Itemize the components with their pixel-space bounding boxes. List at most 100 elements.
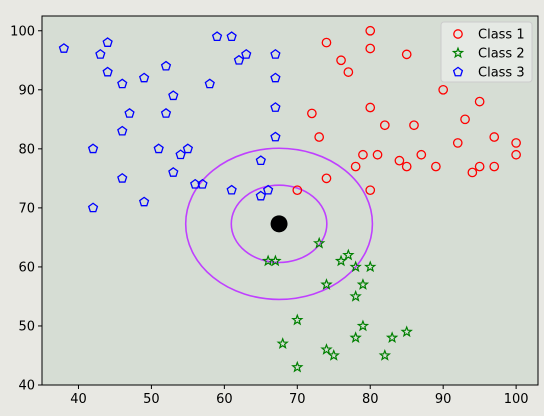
data-point [336, 55, 346, 66]
series-class-1 [292, 25, 521, 196]
data-point [270, 72, 281, 83]
data-point [168, 167, 179, 177]
data-point [211, 31, 223, 42]
data-point [197, 178, 208, 189]
data-point [379, 120, 390, 131]
data-point [314, 132, 325, 142]
legend-marker-1 [453, 29, 463, 39]
data-point [255, 190, 266, 201]
data-point [117, 125, 128, 136]
data-point [160, 108, 172, 118]
data-point [350, 161, 361, 172]
data-point [460, 114, 470, 125]
data-point [117, 172, 128, 183]
x-tick-label: 60 [216, 392, 233, 407]
data-point [95, 48, 106, 59]
data-point [489, 132, 500, 142]
data-point [365, 102, 376, 113]
data-point [365, 25, 376, 36]
data-point [327, 348, 340, 361]
data-point [474, 161, 485, 172]
data-point [226, 184, 237, 195]
data-point [87, 202, 99, 213]
data-point [153, 143, 164, 154]
plot-frame [41, 15, 539, 386]
data-point [168, 90, 179, 101]
y-axis-ticks: 40 50 60 70 80 90 100 [10, 24, 42, 394]
legend-marker-2 [451, 46, 465, 59]
data-point [372, 149, 383, 160]
legend: Class 1 Class 2 Class 3 [440, 21, 533, 83]
data-point [233, 54, 245, 65]
data-point [138, 196, 150, 207]
data-point [292, 185, 303, 196]
data-point [175, 149, 186, 160]
data-point [182, 143, 194, 154]
data-point [385, 331, 399, 344]
data-point [58, 43, 70, 53]
radius-circle-2 [184, 147, 374, 301]
data-point [321, 173, 332, 184]
data-point [378, 348, 392, 361]
data-point [204, 78, 215, 89]
legend-label-3: Class 3 [478, 66, 525, 81]
data-point [400, 325, 413, 338]
data-point [226, 31, 237, 42]
data-point [291, 313, 304, 326]
data-point [467, 167, 478, 178]
data-point [255, 155, 266, 166]
x-tick-label: 50 [143, 392, 160, 407]
data-point [262, 184, 274, 195]
data-point [438, 84, 449, 95]
data-point [401, 49, 412, 60]
data-point [431, 161, 441, 172]
data-point [102, 37, 113, 47]
y-tick-label: 40 [18, 379, 35, 394]
legend-marker-3 [452, 66, 464, 77]
data-point [489, 161, 500, 172]
data-point [160, 60, 172, 71]
data-point [291, 360, 304, 373]
y-tick-label: 100 [10, 24, 35, 39]
data-point [270, 102, 281, 112]
data-point [349, 289, 362, 302]
data-point [270, 131, 281, 142]
data-point [342, 248, 355, 261]
data-point [276, 337, 289, 349]
data-point [401, 161, 412, 172]
data-point [356, 278, 370, 290]
data-point [321, 37, 332, 48]
radius-circles [184, 147, 374, 301]
data-point [241, 48, 252, 59]
data-point [349, 260, 362, 273]
data-point [320, 278, 333, 290]
y-tick-label: 70 [18, 201, 35, 216]
y-tick-label: 50 [18, 319, 35, 334]
data-point [365, 185, 376, 196]
data-point [349, 331, 362, 344]
radius-circle-1 [230, 184, 328, 264]
x-axis-ticks: 40 50 60 70 80 90 100 [70, 385, 529, 407]
data-point [416, 149, 427, 160]
query-point [270, 215, 288, 233]
x-tick-label: 90 [435, 392, 452, 407]
data-point [356, 319, 370, 332]
series-class-3 [58, 31, 281, 213]
data-point [138, 72, 150, 83]
data-point [124, 108, 135, 118]
data-point [511, 149, 521, 160]
data-points [58, 25, 521, 373]
data-point [452, 138, 463, 148]
data-point [409, 120, 419, 131]
query-point-layer [270, 215, 288, 233]
y-tick-label: 60 [18, 260, 35, 275]
data-point [320, 343, 333, 355]
data-point [270, 48, 281, 59]
data-point [343, 67, 354, 77]
data-point [474, 96, 485, 107]
data-point [511, 138, 521, 148]
data-point [334, 254, 348, 267]
data-point [364, 260, 377, 273]
x-tick-label: 70 [289, 392, 306, 407]
